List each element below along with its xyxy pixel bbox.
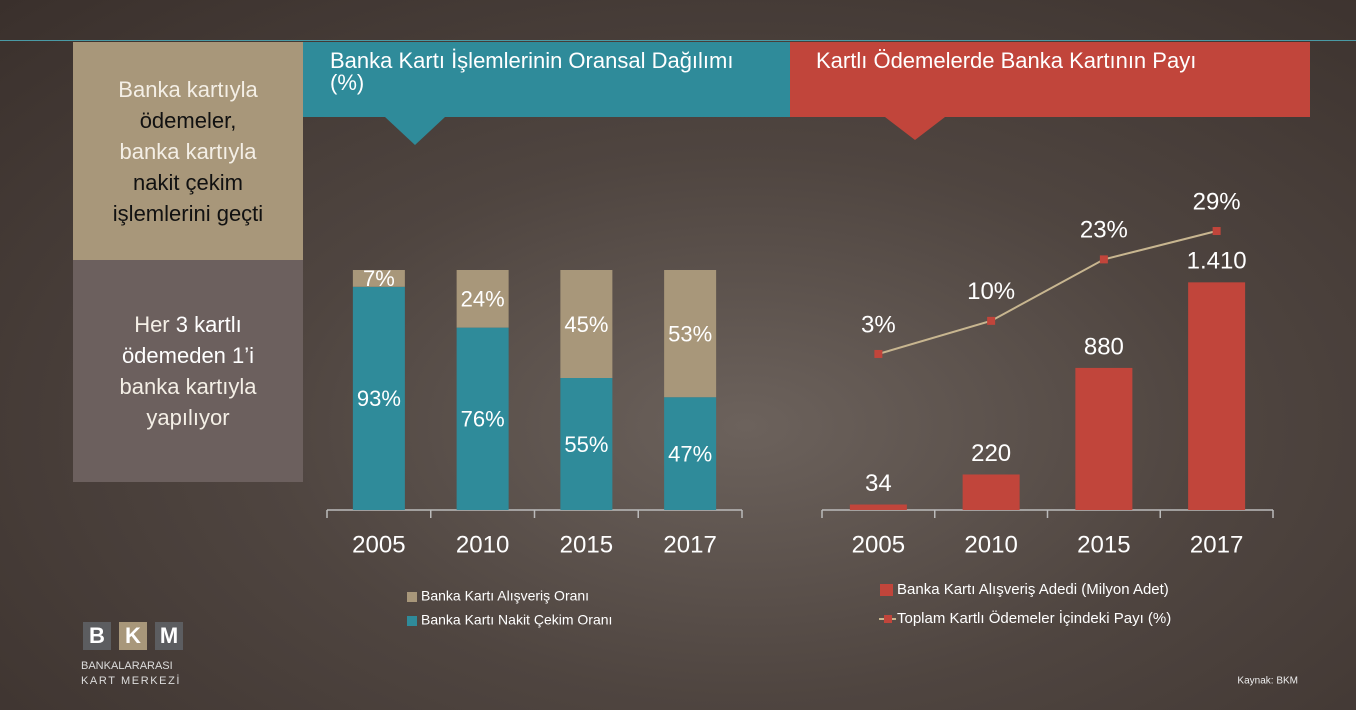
bar-segment <box>456 327 509 510</box>
data-label: 7% <box>363 266 395 291</box>
logo-letter: B <box>89 623 105 648</box>
bar-segment <box>560 270 613 378</box>
bar <box>1188 282 1246 510</box>
panel-text: ödemeler, <box>139 107 237 133</box>
data-label: 76% <box>461 407 505 432</box>
logo-text: BANKALARARASI <box>81 660 173 672</box>
title-banner <box>303 42 790 145</box>
logo-letter: M <box>160 623 178 648</box>
panel-text: yapılıyor <box>146 405 230 430</box>
bar <box>962 474 1020 510</box>
x-tick-label: 2015 <box>560 531 613 558</box>
data-label: 880 <box>1084 333 1124 360</box>
x-tick-label: 2010 <box>456 531 509 558</box>
data-label: 53% <box>668 321 712 346</box>
x-tick-label: 2017 <box>663 531 716 558</box>
logo-box <box>155 622 183 650</box>
x-tick-label: 2017 <box>1190 531 1243 558</box>
bar-segment <box>456 270 509 328</box>
data-label: 10% <box>967 278 1015 305</box>
legend-label: Banka Kartı Alışveriş Adedi (Milyon Adet… <box>897 581 1169 598</box>
legend-swatch <box>407 616 417 626</box>
panel-text: Her <box>134 312 170 337</box>
data-label: 23% <box>1080 217 1128 244</box>
logo-box <box>119 622 147 650</box>
bar-segment <box>352 286 405 510</box>
logo-box <box>83 622 111 650</box>
bar-segment <box>664 270 717 398</box>
panel-text: işlemlerini geçti <box>112 200 264 226</box>
legend-swatch <box>884 615 892 623</box>
top-rule <box>0 40 1356 41</box>
panel-text: nakit çekim <box>132 169 244 195</box>
x-tick-label: 2005 <box>352 531 405 558</box>
source: Kaynak: BKM <box>1237 676 1298 687</box>
bar <box>849 504 907 510</box>
panel-text: banka kartıyla <box>119 138 257 164</box>
bar <box>1075 367 1133 510</box>
title-banner <box>790 42 1310 140</box>
line-marker <box>874 349 883 358</box>
panel-line: Her 3 kartlı <box>134 309 242 340</box>
data-label: 24% <box>461 287 505 312</box>
logo-text: KART MERKEZİ <box>81 674 181 687</box>
line-marker <box>1099 255 1108 264</box>
x-tick-label: 2005 <box>852 531 905 558</box>
legend-swatch <box>407 592 417 602</box>
data-label: 1.410 <box>1187 248 1247 275</box>
line-marker <box>987 316 996 325</box>
line-marker <box>1212 227 1221 236</box>
panel: Banka kartıyla ödemeler, banka kartıyla … <box>73 42 303 260</box>
legend-label: Banka Kartı Alışveriş Oranı <box>421 588 589 604</box>
panel-text: banka kartıyla <box>119 374 257 399</box>
legend-label: Banka Kartı Nakit Çekim Oranı <box>421 612 612 628</box>
data-label: 220 <box>971 440 1011 467</box>
data-label: 55% <box>564 432 608 457</box>
data-label: 45% <box>564 312 608 337</box>
chart-title: Banka Kartı İşlemlerinin Oransal Dağılım… <box>330 48 734 95</box>
bar-segment <box>352 270 405 287</box>
legend-swatch <box>880 584 893 596</box>
panel-text: Banka kartıyla <box>118 76 258 102</box>
data-label: 34 <box>865 470 892 497</box>
panel-text: ödemeden 1’i <box>121 343 255 368</box>
data-label: 29% <box>1193 188 1241 215</box>
panel-text: 3 kartlı <box>175 312 242 337</box>
line <box>878 230 1217 355</box>
bar-segment <box>664 397 717 510</box>
data-label: 47% <box>668 441 712 466</box>
panel: Her 3 kartlı ödemeden 1’i banka kartıyla… <box>73 260 303 482</box>
logo-letter: K <box>125 623 141 648</box>
data-label: 3% <box>861 311 896 338</box>
bar-segment <box>560 378 613 510</box>
x-tick-label: 2010 <box>964 531 1017 558</box>
chart-title: Kartlı Ödemelerde Banka Kartının Payı <box>816 48 1197 73</box>
data-label: 93% <box>357 386 401 411</box>
legend-label: Toplam Kartlı Ödemeler İçindeki Payı (%) <box>897 609 1171 627</box>
x-tick-label: 2015 <box>1077 531 1130 558</box>
